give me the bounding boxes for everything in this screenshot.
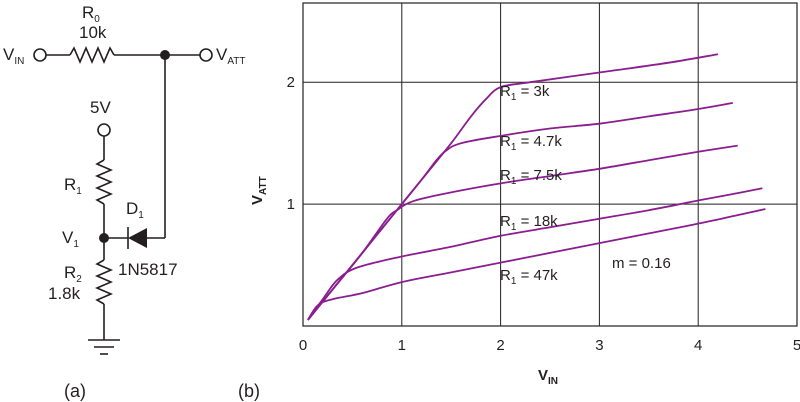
curves (307, 53, 766, 321)
vin-terminal (33, 48, 47, 62)
x-tick-label: 2 (496, 337, 504, 354)
panel-a-label: (a) (64, 381, 86, 401)
diode-d1 (128, 228, 147, 248)
r1-resistor (94, 159, 114, 205)
x-tick-labels: 0 1 2 3 4 5 (299, 337, 800, 354)
slope-annotation: m = 0.16 (612, 255, 671, 272)
series-line (307, 208, 766, 321)
gridlines (303, 3, 797, 326)
vatt-label: VATT (216, 45, 246, 67)
x-tick-label: 0 (299, 337, 307, 354)
r0-value: 10k (79, 23, 107, 42)
panel-b-label: (b) (238, 381, 260, 401)
v1-label: V1 (62, 228, 79, 250)
series-label: R1 = 18k (500, 213, 558, 233)
x-tick-label: 1 (398, 337, 406, 354)
r0-label: R0 (82, 3, 100, 25)
x-tick-label: 4 (694, 337, 702, 354)
r1-label: R1 (64, 175, 82, 197)
d1-label: D1 (126, 199, 144, 221)
x-axis-title: VIN (538, 367, 558, 387)
vin-label: VIN (3, 45, 24, 67)
plot-frame (302, 2, 798, 327)
x-tick-label: 5 (793, 337, 800, 354)
series-line (307, 144, 738, 321)
r2-label: R2 (64, 263, 82, 285)
series-label: R1 = 3k (500, 83, 550, 103)
y-tick-label: 2 (287, 74, 295, 91)
y-tick-labels: 12 (287, 74, 295, 213)
r0-resistor (69, 45, 115, 65)
series-label: R1 = 47k (500, 267, 558, 287)
series-line (307, 187, 763, 321)
series-labels: R1 = 3k R1 = 4.7k R1 = 7.5k R1 = 18k R1 = 47… (500, 83, 562, 287)
supply-label: 5V (90, 98, 111, 117)
ground-icon (88, 339, 120, 355)
supply-terminal (97, 123, 111, 137)
d1-part: 1N5817 (118, 260, 178, 279)
junction-v1 (99, 233, 109, 243)
schematic: VIN R0 10k VATT D1 1N5817 5V R1 V1 (3, 3, 246, 401)
vatt-terminal (199, 48, 213, 62)
r2-value: 1.8k (48, 284, 81, 303)
y-axis-title: VATT (249, 176, 269, 205)
y-tick-label: 1 (287, 196, 295, 213)
x-tick-label: 3 (595, 337, 603, 354)
series-label: R1 = 7.5k (500, 167, 562, 187)
r2-resistor (94, 259, 114, 305)
series-label: R1 = 4.7k (500, 133, 562, 153)
